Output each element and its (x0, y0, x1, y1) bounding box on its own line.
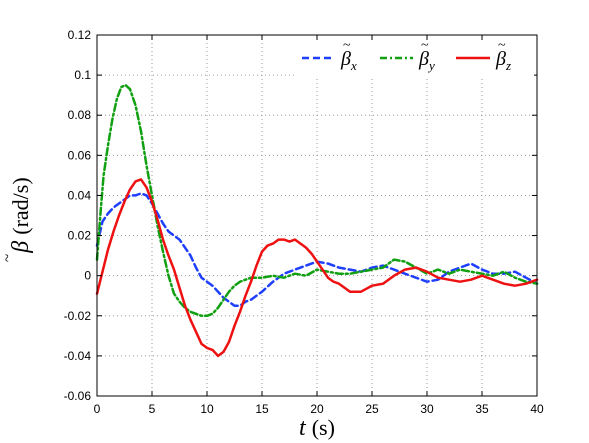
legend-tilde-z: ~ (498, 38, 506, 53)
x-tick-label: 30 (420, 402, 434, 416)
legend-label-x: βx (340, 48, 357, 73)
x-tick-label: 25 (365, 402, 379, 416)
legend-label-z: βz (495, 48, 511, 73)
y-tick-label: -0.02 (64, 309, 92, 323)
legend: βx ~ βy ~ βz ~ (297, 38, 534, 76)
y-axis-unit: (rad/s) (8, 177, 33, 234)
axis-ticks (96, 34, 538, 397)
series-line-y (95, 83, 539, 318)
series-line-x (95, 192, 539, 308)
y-tick-label: 0.08 (68, 108, 92, 122)
x-tick-label: 15 (255, 402, 269, 416)
legend-tilde-y: ~ (421, 38, 429, 53)
y-tick-label: 0.1 (74, 68, 91, 82)
x-axis-title: t (s) (299, 415, 335, 441)
y-tick-label: 0.02 (68, 229, 92, 243)
svg-text:t(s): t (s) (299, 415, 335, 441)
x-axis-unit: (s) (312, 415, 335, 440)
legend-tilde-x: ~ (343, 38, 351, 53)
y-tick-label: 0.04 (68, 188, 92, 202)
svg-text:β(rad/s): β (rad/s) (8, 177, 34, 253)
x-tick-label: 10 (200, 402, 214, 416)
y-tick-label: -0.06 (64, 389, 92, 403)
y-axis-title: β (rad/s) ~ (0, 177, 34, 262)
x-tick-label: 0 (94, 402, 101, 416)
legend-box (297, 42, 534, 76)
y-axis-tilde: ~ (0, 254, 16, 262)
x-tick-label: 5 (149, 402, 156, 416)
x-tick-labels: 0 5 10 15 20 25 30 35 40 (94, 402, 544, 416)
legend-label-y: βy (418, 48, 435, 73)
x-tick-label: 20 (310, 402, 324, 416)
x-tick-label: 40 (530, 402, 544, 416)
y-tick-label: 0 (84, 269, 91, 283)
x-axis-symbol: t (299, 415, 307, 441)
y-axis-symbol: β (8, 241, 34, 254)
series-line-z (95, 178, 539, 358)
y-tick-label: 0.12 (68, 28, 92, 42)
x-tick-label: 35 (475, 402, 489, 416)
y-tick-label: 0.06 (68, 148, 92, 162)
y-tick-label: -0.04 (64, 349, 92, 363)
series-layer (95, 83, 539, 358)
y-tick-labels: -0.06 -0.04 -0.02 0 0.02 0.04 0.06 0.08 0.1 0.12 (64, 28, 92, 403)
